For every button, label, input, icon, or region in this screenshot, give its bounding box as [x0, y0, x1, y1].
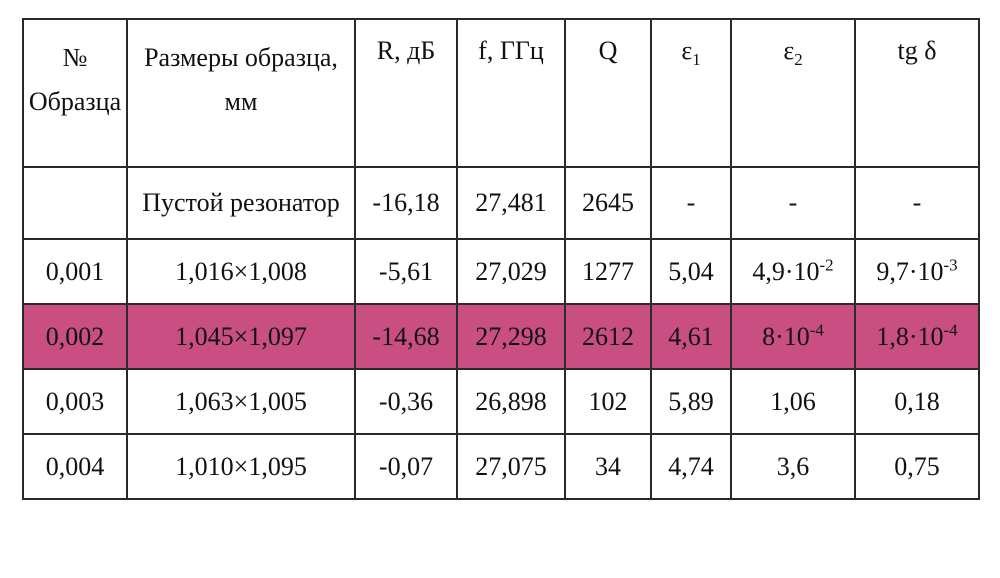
table-cell: 5,89: [651, 369, 731, 434]
col-f: f, ГГц: [457, 19, 565, 167]
col-R-label: R, дБ: [356, 36, 456, 66]
table-cell: [23, 167, 127, 239]
table-row: Пустой резонатор-16,1827,4812645---: [23, 167, 979, 239]
table-cell: 2645: [565, 167, 651, 239]
table-cell: 0,004: [23, 434, 127, 499]
col-sample-no-label: №Образца: [24, 36, 126, 124]
col-sample-no: №Образца: [23, 19, 127, 167]
col-size: Размеры образца,мм: [127, 19, 355, 167]
col-tgd: tg δ: [855, 19, 979, 167]
table-cell: -5,61: [355, 239, 457, 304]
table-cell: 27,298: [457, 304, 565, 369]
col-Q: Q: [565, 19, 651, 167]
table-cell: 2612: [565, 304, 651, 369]
table-cell: 1277: [565, 239, 651, 304]
col-Q-label: Q: [566, 36, 650, 66]
table-cell: 5,04: [651, 239, 731, 304]
table-cell: -16,18: [355, 167, 457, 239]
measurements-table: №Образца Размеры образца,мм R, дБ f, ГГц…: [22, 18, 980, 500]
col-eps1-label: ε1: [652, 36, 730, 66]
table-row: 0,0021,045×1,097-14,6827,29826124,618·10…: [23, 304, 979, 369]
col-tgd-label: tg δ: [856, 36, 978, 66]
table-cell: 3,6: [731, 434, 855, 499]
table-cell: 27,481: [457, 167, 565, 239]
table-cell: 8·10-4: [731, 304, 855, 369]
table-cell: 27,075: [457, 434, 565, 499]
col-size-label: Размеры образца,мм: [128, 36, 354, 124]
table-cell: 1,063×1,005: [127, 369, 355, 434]
table-cell: -: [651, 167, 731, 239]
col-eps2-label: ε2: [732, 36, 854, 66]
col-R: R, дБ: [355, 19, 457, 167]
table-cell: 1,045×1,097: [127, 304, 355, 369]
col-eps2: ε2: [731, 19, 855, 167]
table-cell: 4,74: [651, 434, 731, 499]
table-row: 0,0011,016×1,008-5,6127,02912775,044,9·1…: [23, 239, 979, 304]
table-cell: 1,06: [731, 369, 855, 434]
table-header: №Образца Размеры образца,мм R, дБ f, ГГц…: [23, 19, 979, 167]
table-cell: 0,75: [855, 434, 979, 499]
table-cell: -: [731, 167, 855, 239]
table-cell: 4,61: [651, 304, 731, 369]
table-cell: 1,010×1,095: [127, 434, 355, 499]
table-cell: 0,001: [23, 239, 127, 304]
table-cell: 1,8·10-4: [855, 304, 979, 369]
table-cell: -: [855, 167, 979, 239]
table-row: 0,0031,063×1,005-0,3626,8981025,891,060,…: [23, 369, 979, 434]
col-eps1: ε1: [651, 19, 731, 167]
table-cell: 27,029: [457, 239, 565, 304]
table-row: 0,0041,010×1,095-0,0727,075344,743,60,75: [23, 434, 979, 499]
table-cell: 26,898: [457, 369, 565, 434]
col-f-label: f, ГГц: [458, 36, 564, 66]
table-cell: -0,07: [355, 434, 457, 499]
table-cell: 0,18: [855, 369, 979, 434]
table-cell: -0,36: [355, 369, 457, 434]
header-row: №Образца Размеры образца,мм R, дБ f, ГГц…: [23, 19, 979, 167]
table-cell: Пустой резонатор: [127, 167, 355, 239]
table-cell: 1,016×1,008: [127, 239, 355, 304]
table-cell: 102: [565, 369, 651, 434]
table-cell: 0,002: [23, 304, 127, 369]
page: №Образца Размеры образца,мм R, дБ f, ГГц…: [0, 0, 1000, 518]
table-cell: 4,9·10-2: [731, 239, 855, 304]
table-body: Пустой резонатор-16,1827,4812645---0,001…: [23, 167, 979, 499]
table-cell: 9,7·10-3: [855, 239, 979, 304]
table-cell: 34: [565, 434, 651, 499]
table-cell: 0,003: [23, 369, 127, 434]
table-cell: -14,68: [355, 304, 457, 369]
